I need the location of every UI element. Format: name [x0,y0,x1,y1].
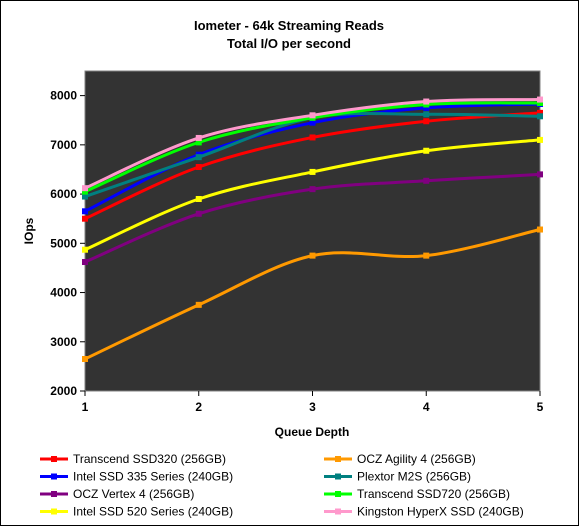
legend-label: Intel SSD 520 Series (240GB) [73,505,233,519]
legend-swatch-marker [335,491,341,497]
x-tick-label: 3 [309,400,316,414]
data-point [423,177,430,184]
series-layer [82,96,543,362]
chart-subtitle: Total I/O per second [227,36,351,51]
data-point [82,188,88,195]
data-point [423,147,430,154]
legend: Transcend SSD320 (256GB) OCZ Agility 4 (2… [40,452,524,519]
data-point [423,98,430,105]
y-axis: 2000 3000 4000 5000 6000 7000 8000 [50,89,85,398]
series [82,226,543,362]
data-point [423,118,430,125]
data-point [195,139,202,146]
data-point [423,104,430,111]
data-point [423,252,430,259]
data-point [82,215,88,222]
legend-swatch-marker [51,491,57,497]
series [82,96,543,192]
chart-title: Iometer - 64k Streaming Reads [194,18,384,33]
data-point [82,193,88,200]
y-tick-label: 6000 [50,187,77,201]
legend-swatch-marker [51,508,57,515]
data-point [309,134,316,141]
data-point [195,154,202,161]
data-point [537,96,543,103]
series [82,171,543,266]
data-point [423,111,430,118]
data-point [309,119,316,126]
y-axis-label: IOps [22,217,36,244]
y-tick-label: 5000 [50,236,77,250]
data-point [537,100,543,106]
data-point [537,171,543,178]
y-tick-label: 2000 [50,384,77,398]
legend-label: Plextor M2S (256GB) [357,470,471,484]
x-tick-label: 4 [423,400,430,414]
data-point [82,259,88,266]
legend-swatch-marker [335,473,341,480]
legend-item: Intel SSD 520 Series (240GB) [40,505,233,519]
x-tick-label: 5 [537,400,544,414]
data-point [537,226,543,233]
legend-label: Transcend SSD720 (256GB) [357,487,510,501]
legend-label: OCZ Agility 4 (256GB) [357,452,476,466]
legend-item: Kingston HyperX SSD (240GB) [324,505,524,519]
legend-label: Transcend SSD320 (256GB) [73,452,226,466]
y-tick-label: 4000 [50,286,77,300]
legend-swatch-marker [335,508,341,515]
data-point [82,185,88,192]
data-point [309,186,316,193]
legend-label: Kingston HyperX SSD (240GB) [357,505,524,519]
x-axis-label: Queue Depth [275,425,350,439]
y-tick-label: 7000 [50,138,77,152]
data-point [82,356,88,362]
data-point [309,168,316,175]
data-point [537,113,543,120]
legend-item: OCZ Agility 4 (256GB) [324,452,476,466]
data-point [82,208,88,215]
data-point [309,252,316,259]
data-point [195,301,202,308]
data-point [195,164,202,170]
data-point [195,210,202,217]
x-tick-label: 2 [195,400,202,414]
data-point [537,136,543,143]
legend-label: Intel SSD 335 Series (240GB) [73,470,233,484]
x-tick-label: 1 [82,400,89,414]
legend-label: OCZ Vertex 4 (256GB) [73,487,194,501]
legend-item: Intel SSD 335 Series (240GB) [40,470,233,484]
legend-item: Transcend SSD720 (256GB) [324,487,510,501]
data-point [195,134,202,141]
y-tick-label: 8000 [50,89,77,103]
data-point [309,112,316,119]
series [82,136,543,253]
legend-item: OCZ Vertex 4 (256GB) [40,487,194,501]
legend-item: Transcend SSD320 (256GB) [40,452,226,466]
y-tick-label: 3000 [50,335,77,349]
series [82,109,543,222]
legend-swatch-marker [335,456,341,462]
legend-item: Plextor M2S (256GB) [324,470,471,484]
legend-swatch-marker [51,473,57,480]
data-point [195,196,202,202]
data-point [82,246,88,253]
data-point [537,109,543,116]
legend-swatch-marker [51,456,57,462]
x-axis: 1 2 3 4 5 [82,391,544,414]
